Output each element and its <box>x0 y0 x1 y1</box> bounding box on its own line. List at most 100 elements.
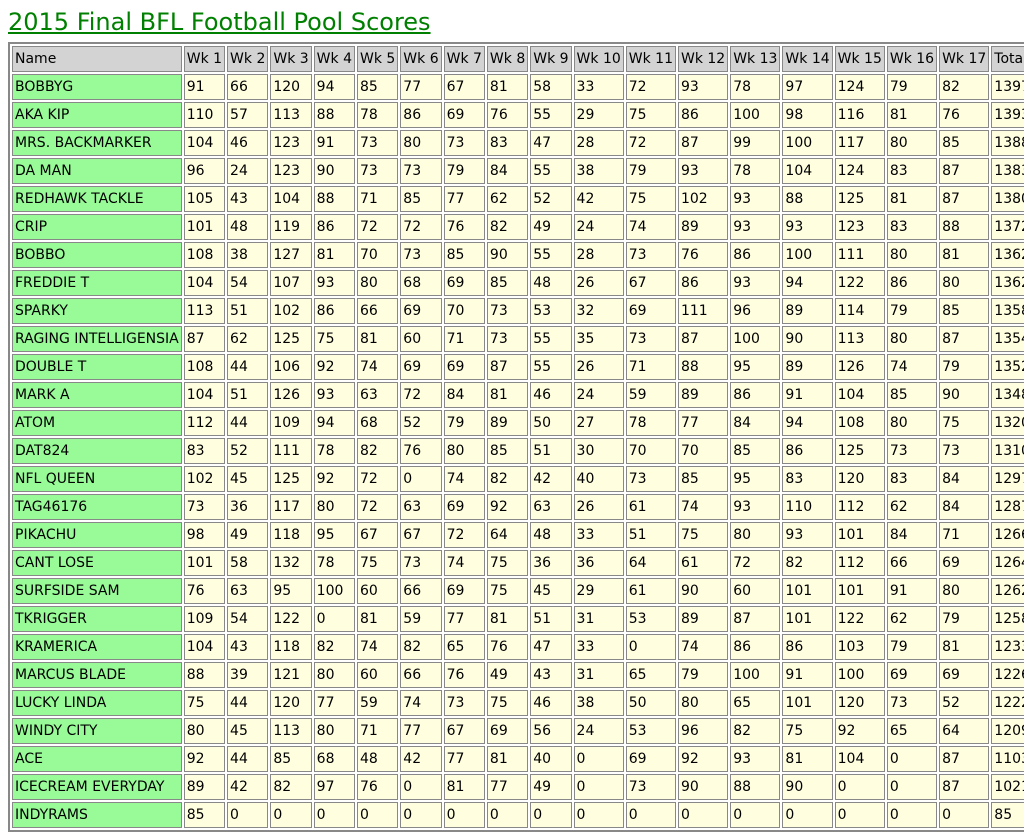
header-cell: Wk 4 <box>313 46 355 72</box>
score-cell: 82 <box>486 466 529 492</box>
page: 2015 Final BFL Football Pool Scores Name… <box>8 8 1024 832</box>
score-cell: 44 <box>227 410 269 436</box>
score-cell: 127 <box>270 242 312 268</box>
score-cell: 120 <box>270 690 312 716</box>
score-cell: 60 <box>400 326 442 352</box>
score-cell: 66 <box>356 298 399 324</box>
score-cell: 73 <box>486 326 529 352</box>
score-cell: 74 <box>443 550 485 576</box>
score-cell: 44 <box>227 690 269 716</box>
score-cell: 38 <box>227 242 269 268</box>
score-cell: 73 <box>486 298 529 324</box>
score-cell: 40 <box>573 466 624 492</box>
score-cell: 91 <box>782 382 833 408</box>
score-cell: 79 <box>886 634 938 660</box>
score-cell: 117 <box>834 130 885 156</box>
score-cell: 0 <box>443 802 485 828</box>
score-cell: 89 <box>677 606 729 632</box>
score-cell: 88 <box>677 354 729 380</box>
score-cell: 68 <box>356 410 399 436</box>
score-cell: 85 <box>486 438 529 464</box>
score-cell: 79 <box>939 354 990 380</box>
score-cell: 104 <box>183 270 226 296</box>
score-cell: 100 <box>730 662 781 688</box>
header-cell: Wk 10 <box>573 46 624 72</box>
score-cell: 0 <box>313 606 355 632</box>
score-cell: 82 <box>782 550 833 576</box>
score-cell: 100 <box>313 578 355 604</box>
score-cell: 80 <box>313 662 355 688</box>
score-cell: 55 <box>530 242 572 268</box>
score-cell: 69 <box>400 354 442 380</box>
score-cell: 61 <box>625 494 676 520</box>
score-cell: 86 <box>313 298 355 324</box>
score-cell: 87 <box>939 746 990 772</box>
score-cell: 111 <box>834 242 885 268</box>
score-cell: 55 <box>530 102 572 128</box>
score-cell: 29 <box>573 578 624 604</box>
score-cell: 81 <box>782 746 833 772</box>
score-cell: 1103 <box>991 746 1024 772</box>
score-cell: 26 <box>573 494 624 520</box>
score-cell: 120 <box>834 690 885 716</box>
score-cell: 46 <box>530 382 572 408</box>
score-cell: 108 <box>183 354 226 380</box>
score-cell: 0 <box>270 802 312 828</box>
score-cell: 75 <box>486 578 529 604</box>
header-cell: Wk 1 <box>183 46 226 72</box>
score-cell: 88 <box>313 186 355 212</box>
player-name: PIKACHU <box>12 522 182 548</box>
score-row: ACE9244856848427781400699293811040871103 <box>12 746 1024 772</box>
score-cell: 57 <box>227 102 269 128</box>
player-name: REDHAWK TACKLE <box>12 186 182 212</box>
player-name: WINDY CITY <box>12 718 182 744</box>
score-cell: 93 <box>730 494 781 520</box>
score-row: ATOM 112 44 109 94 68 52 79 89 50 27 78 77 84 94 108 80 7… <box>12 410 1024 436</box>
score-cell: 73 <box>625 242 676 268</box>
score-cell: 103 <box>834 634 885 660</box>
score-cell: 81 <box>886 186 938 212</box>
score-cell: 104 <box>183 130 226 156</box>
score-cell: 0 <box>782 802 833 828</box>
score-cell: 75 <box>313 326 355 352</box>
score-cell: 77 <box>313 690 355 716</box>
score-cell: 77 <box>677 410 729 436</box>
score-cell: 63 <box>356 382 399 408</box>
score-cell: 67 <box>443 718 485 744</box>
score-row: TAG46176 73 36 117 80 72 63 69 92 63 26 61 74 93 110 11… <box>12 494 1024 520</box>
score-cell: 26 <box>573 270 624 296</box>
score-cell: 73 <box>625 774 676 800</box>
score-cell: 76 <box>443 662 485 688</box>
score-cell: 49 <box>530 774 572 800</box>
score-cell: 54 <box>227 270 269 296</box>
score-cell: 77 <box>486 774 529 800</box>
score-cell: 45 <box>227 718 269 744</box>
score-cell: 78 <box>313 550 355 576</box>
score-cell: 24 <box>573 382 624 408</box>
score-cell: 70 <box>356 242 399 268</box>
score-cell: 71 <box>356 186 399 212</box>
score-cell: 113 <box>270 102 312 128</box>
score-cell: 70 <box>677 438 729 464</box>
score-cell: 81 <box>356 606 399 632</box>
score-cell: 61 <box>625 578 676 604</box>
score-cell: 36 <box>573 550 624 576</box>
score-cell: 0 <box>573 746 624 772</box>
score-cell: 60 <box>730 578 781 604</box>
score-cell: 100 <box>782 242 833 268</box>
score-cell: 95 <box>730 466 781 492</box>
score-cell: 100 <box>834 662 885 688</box>
score-cell: 65 <box>886 718 938 744</box>
score-cell: 53 <box>625 718 676 744</box>
score-cell: 93 <box>730 214 781 240</box>
score-cell: 73 <box>443 690 485 716</box>
score-cell: 46 <box>530 690 572 716</box>
score-cell: 82 <box>356 438 399 464</box>
score-cell: 70 <box>625 438 676 464</box>
header-cell: Wk 7 <box>443 46 485 72</box>
score-cell: 87 <box>486 354 529 380</box>
score-cell: 120 <box>834 466 885 492</box>
header-cell: Wk 9 <box>530 46 572 72</box>
score-cell: 0 <box>625 802 676 828</box>
score-cell: 126 <box>270 382 312 408</box>
